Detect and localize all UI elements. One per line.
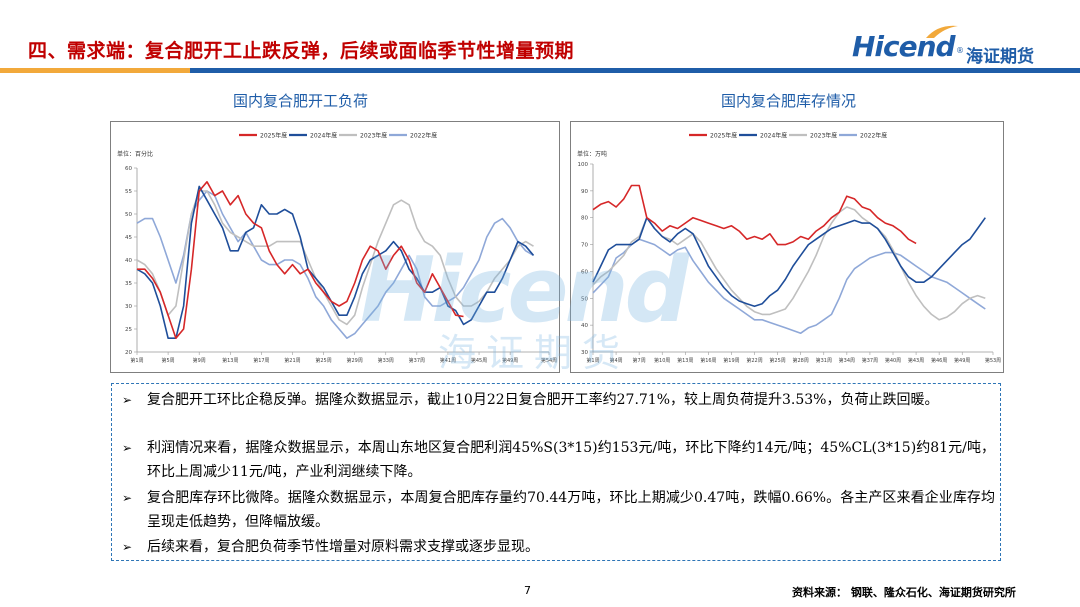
x-tick-label: 第9周 bbox=[193, 357, 206, 364]
series-line-2024年度 bbox=[136, 185, 535, 339]
inventory-chart: 2025年度 2024年度 2023年度 2022年度单位：万吨 30 40 50 60 70 8… bbox=[570, 121, 1004, 373]
x-tick-label: 第31周 bbox=[816, 357, 832, 364]
x-tick-label: 第45周 bbox=[471, 357, 487, 364]
x-tick-label: 第1周 bbox=[586, 357, 599, 364]
x-tick-label: 第25周 bbox=[769, 357, 785, 364]
y-tick-label: 40 bbox=[125, 258, 132, 264]
summary-box: ➢ 复合肥开工环比企稳反弹。据隆众数据显示，截止10月22日复合肥开工率约27.… bbox=[111, 383, 1001, 561]
logo-registered-mark: ® bbox=[956, 46, 964, 55]
x-tick-label: 第16周 bbox=[700, 357, 716, 364]
series-line-2022年度 bbox=[592, 238, 986, 334]
y-tick-label: 20 bbox=[125, 350, 132, 356]
x-tick-label: 第10周 bbox=[654, 357, 670, 364]
x-tick-label: 第37周 bbox=[862, 357, 878, 364]
x-tick-label: 第40周 bbox=[885, 357, 901, 364]
x-tick-label: 第13周 bbox=[222, 357, 238, 364]
x-tick-label: 第41周 bbox=[440, 357, 456, 364]
y-tick-label: 70 bbox=[581, 243, 588, 249]
arrow-bullet-icon: ➢ bbox=[122, 540, 133, 554]
operating-rate-chart: 2025年度 2024年度 2023年度 2022年度单位：百分比 20 25 30 35 40… bbox=[110, 121, 560, 373]
bullet-text: 复合肥库存环比微降。据隆众数据显示，本周复合肥库存量约70.44万吨，环比上期减… bbox=[147, 490, 995, 530]
y-tick-label: 50 bbox=[125, 212, 132, 218]
y-tick-label: 60 bbox=[581, 269, 588, 275]
legend-label: 2025年度 bbox=[260, 132, 287, 140]
y-tick-label: 25 bbox=[125, 327, 132, 333]
series-line-2022年度 bbox=[136, 190, 534, 339]
x-tick-label: 第37周 bbox=[409, 357, 425, 364]
page-title: 四、需求端：复合肥开工止跌反弹，后续或面临季节性增量预期 bbox=[28, 40, 575, 62]
x-tick-label: 第53周 bbox=[985, 357, 1001, 364]
x-tick-label: 第22周 bbox=[746, 357, 762, 364]
y-tick-label: 90 bbox=[581, 189, 588, 195]
x-tick-label: 第17周 bbox=[253, 357, 269, 364]
x-tick-label: 第28周 bbox=[793, 357, 809, 364]
logo-wordmark: Hicend bbox=[852, 30, 956, 63]
header-stripe bbox=[0, 68, 1080, 73]
y-tick-label: 100 bbox=[578, 162, 589, 168]
legend-label: 2024年度 bbox=[310, 132, 337, 140]
left-chart-title: 国内复合肥开工负荷 bbox=[233, 92, 369, 110]
y-tick-label: 60 bbox=[125, 166, 132, 172]
x-tick-label: 第33周 bbox=[378, 357, 394, 364]
arrow-bullet-icon: ➢ bbox=[122, 491, 133, 505]
series-line-2025年度 bbox=[137, 180, 464, 339]
bullet-text: 后续来看，复合肥负荷季节性增量对原料需求支撑或逐步显现。 bbox=[147, 539, 539, 555]
y-tick-label: 30 bbox=[581, 350, 588, 356]
x-tick-label: 第13周 bbox=[677, 357, 693, 364]
x-tick-label: 第49周 bbox=[502, 357, 518, 364]
x-tick-label: 第43周 bbox=[908, 357, 924, 364]
legend-label: 2023年度 bbox=[810, 132, 837, 140]
y-tick-label: 30 bbox=[125, 304, 132, 310]
logo-chinese-name: 海证期货 bbox=[966, 47, 1034, 67]
legend-label: 2022年度 bbox=[860, 132, 887, 140]
legend-label: 2023年度 bbox=[360, 132, 387, 140]
y-tick-label: 35 bbox=[125, 281, 132, 287]
x-tick-label: 第19周 bbox=[723, 357, 739, 364]
x-tick-label: 第1周 bbox=[130, 357, 143, 364]
arrow-bullet-icon: ➢ bbox=[122, 393, 133, 407]
y-tick-label: 50 bbox=[581, 296, 588, 302]
legend-label: 2022年度 bbox=[410, 132, 437, 140]
x-tick-label: 第34周 bbox=[839, 357, 855, 364]
x-tick-label: 第4周 bbox=[609, 357, 622, 364]
series-line-2024年度 bbox=[592, 216, 986, 308]
x-tick-label: 第7周 bbox=[633, 357, 646, 364]
y-tick-label: 45 bbox=[125, 235, 132, 241]
page-number: 7 bbox=[524, 584, 531, 597]
arrow-bullet-icon: ➢ bbox=[122, 441, 133, 455]
x-tick-label: 第54周 bbox=[541, 357, 557, 364]
x-tick-label: 第25周 bbox=[315, 357, 331, 364]
series-line-2023年度 bbox=[136, 190, 534, 326]
x-tick-label: 第29周 bbox=[346, 357, 362, 364]
legend-label: 2024年度 bbox=[760, 132, 787, 140]
logo-swoosh-icon bbox=[926, 25, 958, 38]
x-tick-label: 第49周 bbox=[954, 357, 970, 364]
hicend-logo: Hicend ® 海证期货 bbox=[852, 24, 1057, 67]
y-tick-label: 40 bbox=[581, 323, 588, 329]
source-note: 资料来源： 钢联、隆众石化、海证期货研究所 bbox=[792, 586, 1016, 599]
legend-label: 2025年度 bbox=[710, 132, 737, 140]
bullet-text: 复合肥开工环比企稳反弹。据隆众数据显示，截止10月22日复合肥开工率约27.71… bbox=[147, 392, 939, 408]
x-tick-label: 第5周 bbox=[162, 357, 175, 364]
bullet-text: 利润情况来看，据隆众数据显示，本周山东地区复合肥利润45%S(3*15)约153… bbox=[147, 440, 995, 480]
y-tick-label: 55 bbox=[125, 189, 132, 195]
series-line-2025年度 bbox=[592, 184, 917, 246]
x-tick-label: 第46周 bbox=[931, 357, 947, 364]
unit-label: 单位：百分比 bbox=[117, 150, 153, 158]
right-chart-title: 国内复合肥库存情况 bbox=[721, 92, 857, 110]
y-tick-label: 80 bbox=[581, 216, 588, 222]
unit-label: 单位：万吨 bbox=[577, 150, 607, 158]
x-tick-label: 第21周 bbox=[284, 357, 300, 364]
